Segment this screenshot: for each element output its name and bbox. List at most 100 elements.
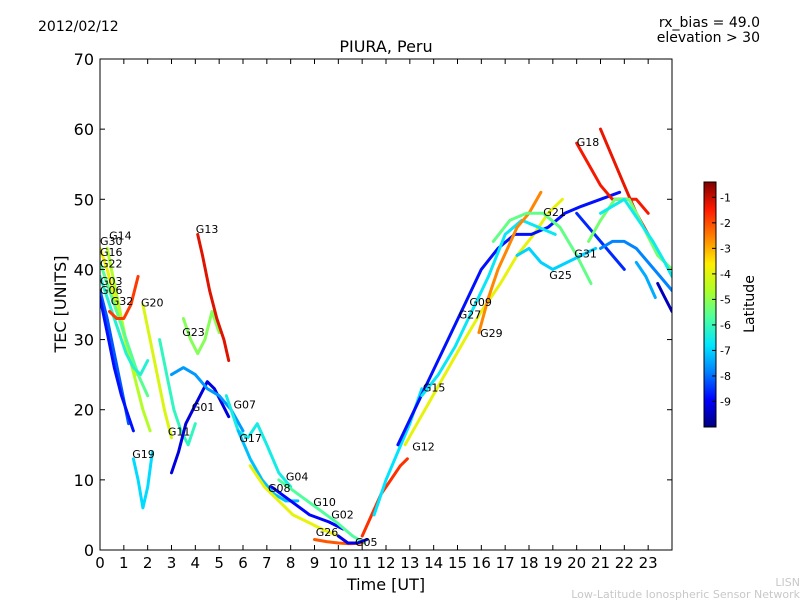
colorbar-label: Latitude (742, 275, 758, 333)
series-g05 (336, 534, 369, 545)
label-g22: G22 (100, 257, 123, 270)
elevation-annotation: elevation > 30 (657, 30, 760, 46)
x-tick-label: 14 (424, 554, 443, 572)
label-g02: G02 (331, 508, 354, 521)
x-tick-label: 12 (376, 554, 395, 572)
x-tick-label: 4 (191, 554, 201, 572)
x-tick-label: 22 (615, 554, 634, 572)
label-g14: G14 (109, 229, 132, 242)
y-tick-label: 70 (74, 50, 94, 69)
colorbar-tick-label: -8 (720, 370, 731, 383)
label-g25: G25 (549, 269, 572, 282)
series-g11 (158, 338, 197, 447)
series-g04 (248, 464, 340, 538)
series-g27 (396, 190, 622, 447)
y-tick-label: 50 (74, 190, 94, 209)
colorbar-tick-label: -4 (720, 268, 731, 281)
x-tick-label: 8 (286, 554, 296, 572)
series-g16 (100, 260, 150, 398)
x-tick-label: 18 (519, 554, 538, 572)
x-tick-label: 6 (238, 554, 248, 572)
series-g07 (170, 366, 245, 433)
x-tick-label: 7 (262, 554, 272, 572)
series-g19 (131, 450, 154, 510)
label-g32: G32 (111, 295, 134, 308)
watermark-network: Low-Latitude Ionospheric Sensor Network (571, 588, 800, 600)
colorbar-tick-label: -3 (720, 242, 731, 255)
series-g38 (634, 260, 657, 299)
label-g29: G29 (480, 327, 503, 340)
series-g31 (403, 197, 564, 447)
y-tick-label: 60 (74, 120, 94, 139)
series-g24 (575, 211, 626, 271)
colorbar (703, 181, 717, 428)
series-g14 (105, 246, 152, 433)
y-tick-label: 20 (74, 401, 94, 420)
x-tick-label: 17 (496, 554, 515, 572)
label-g31: G31 (574, 248, 597, 261)
series-g35 (587, 197, 672, 271)
x-axis-label: Time [UT] (346, 575, 425, 594)
x-tick-label: 11 (353, 554, 372, 572)
label-g12: G12 (412, 440, 435, 453)
y-tick-label: 30 (74, 331, 94, 350)
label-g26: G26 (316, 526, 339, 539)
label-g07: G07 (234, 398, 257, 411)
x-axis-ticks: 0 1 2 3 4 5 6 7 8 9 10 11 12 13 14 15 16 17 18 19 20 21 22 23 (95, 59, 658, 572)
series-g01 (170, 380, 231, 475)
series-g36 (599, 197, 672, 278)
x-tick-label: 21 (591, 554, 610, 572)
series-g18 (575, 141, 650, 215)
series-g02 (277, 478, 366, 545)
x-tick-label: 16 (472, 554, 491, 572)
series-g09 (420, 218, 557, 398)
chart-title: PIURA, Peru (339, 37, 432, 56)
colorbar-tick-label: -1 (720, 191, 731, 204)
series-g08 (236, 429, 300, 503)
label-g04: G04 (286, 471, 309, 484)
x-tick-label: 2 (143, 554, 153, 572)
y-tick-label: 10 (74, 471, 94, 490)
colorbar-ticks: -9 -8 -7 -6 -5 -4 -3 -2 -1 (712, 191, 731, 408)
x-tick-label: 9 (310, 554, 320, 572)
colorbar-tick-label: -9 (720, 395, 731, 408)
label-g11: G11 (168, 426, 191, 439)
series-g25 (515, 246, 598, 271)
x-tick-label: 20 (567, 554, 586, 572)
series-g32 (108, 274, 140, 320)
series-g06 (100, 296, 135, 433)
watermark-lisn: LISN (775, 576, 800, 589)
label-g17: G17 (239, 432, 262, 445)
x-tick-label: 1 (119, 554, 129, 572)
y-tick-label: 0 (84, 541, 94, 560)
label-g30: G30 (100, 235, 123, 248)
series-layer (100, 127, 672, 546)
series-g12 (360, 457, 409, 538)
series-g21 (491, 211, 593, 285)
chart-date: 2012/02/12 (38, 19, 119, 35)
label-g15: G15 (423, 382, 446, 395)
series-g10 (270, 485, 345, 531)
x-tick-label: 0 (95, 554, 105, 572)
series-g28 (599, 127, 650, 236)
y-tick-label: 40 (74, 260, 94, 279)
x-tick-label: 23 (639, 554, 658, 572)
colorbar-tick-label: -2 (720, 217, 731, 230)
x-tick-label: 15 (448, 554, 467, 572)
label-g09: G09 (469, 296, 492, 309)
series-g13 (196, 232, 231, 363)
colorbar-tick-label: -7 (720, 344, 731, 357)
x-tick-label: 3 (167, 554, 177, 572)
series-g22 (100, 274, 150, 377)
rx-bias-annotation: rx_bias = 49.0 (659, 15, 760, 31)
colorbar-tick-label: -5 (720, 293, 731, 306)
label-g21: G21 (543, 206, 566, 219)
label-g18: G18 (577, 136, 600, 149)
label-g03: G03 (100, 275, 123, 288)
x-tick-label: 19 (543, 554, 562, 572)
label-g01: G01 (192, 401, 215, 414)
label-g08: G08 (268, 482, 291, 495)
series-g23 (181, 310, 221, 356)
